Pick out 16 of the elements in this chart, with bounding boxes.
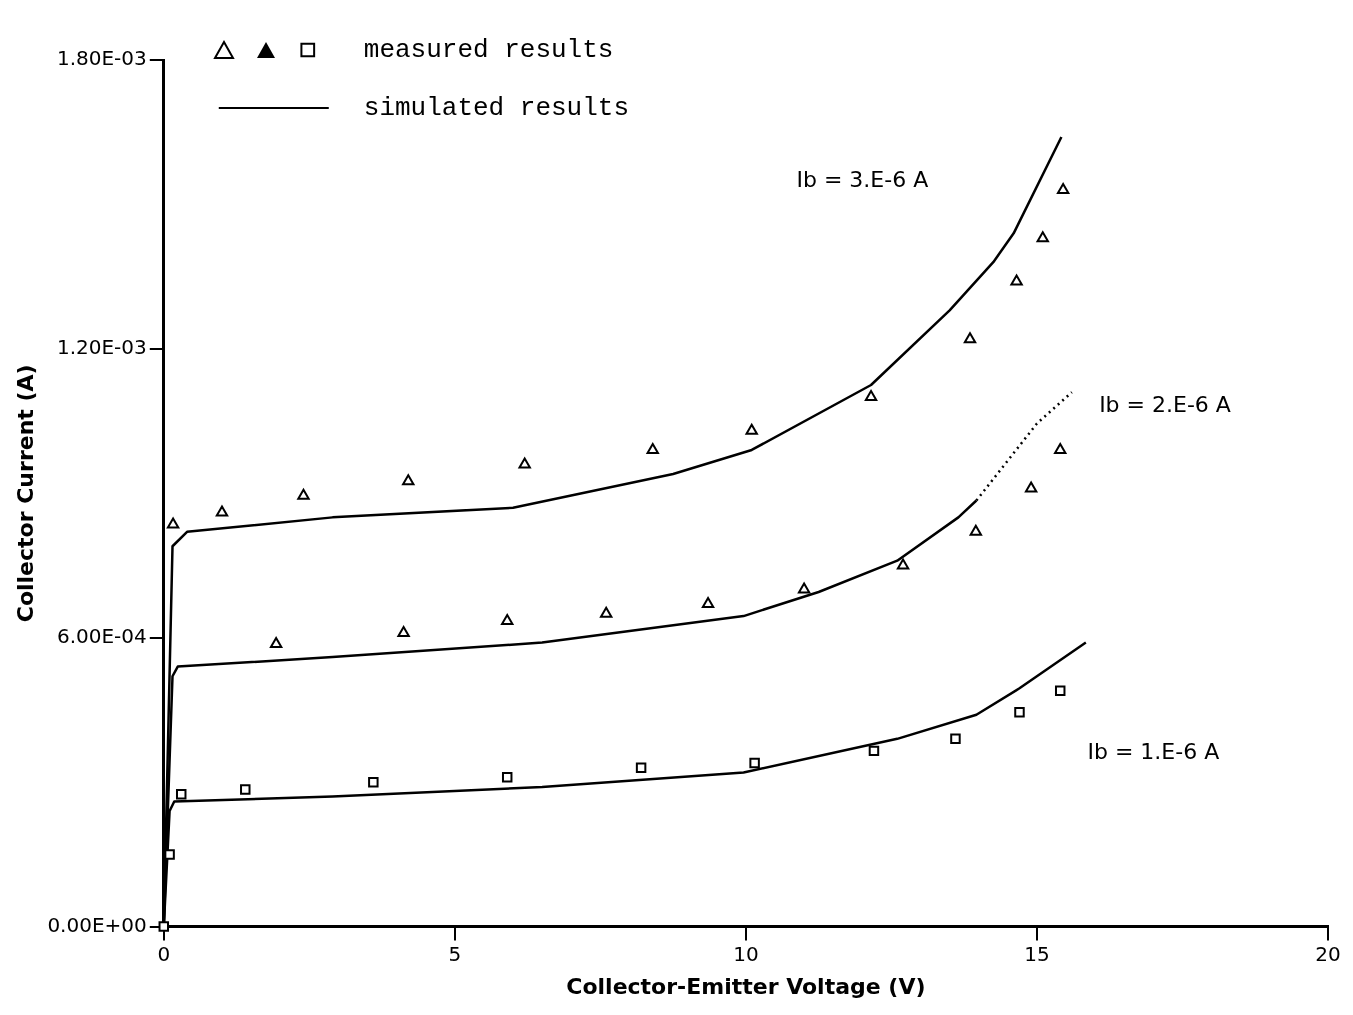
legend-label: simulated results xyxy=(363,92,630,123)
x-tick-label: 10 xyxy=(733,941,759,966)
y-axis-title: Collector Current (A) xyxy=(12,364,38,623)
annotation: Ib = 2.E-6 A xyxy=(1099,392,1231,418)
x-tick-label: 20 xyxy=(1315,941,1341,966)
y-tick-label: 0.00E+00 xyxy=(47,912,147,937)
annotation: Ib = 3.E-6 A xyxy=(796,167,929,193)
legend-label: measured results xyxy=(363,34,614,65)
y-tick-label: 1.20E-03 xyxy=(56,335,147,360)
y-tick-label: 1.80E-03 xyxy=(56,46,147,71)
annotation: Ib = 1.E-6 A xyxy=(1087,739,1220,764)
x-tick-label: 15 xyxy=(1024,941,1050,966)
y-tick-label: 6.00E-04 xyxy=(56,623,147,648)
x-axis-title: Collector-Emitter Voltage (V) xyxy=(566,973,926,999)
x-tick-label: 0 xyxy=(157,941,171,966)
x-tick-label: 5 xyxy=(448,941,462,966)
